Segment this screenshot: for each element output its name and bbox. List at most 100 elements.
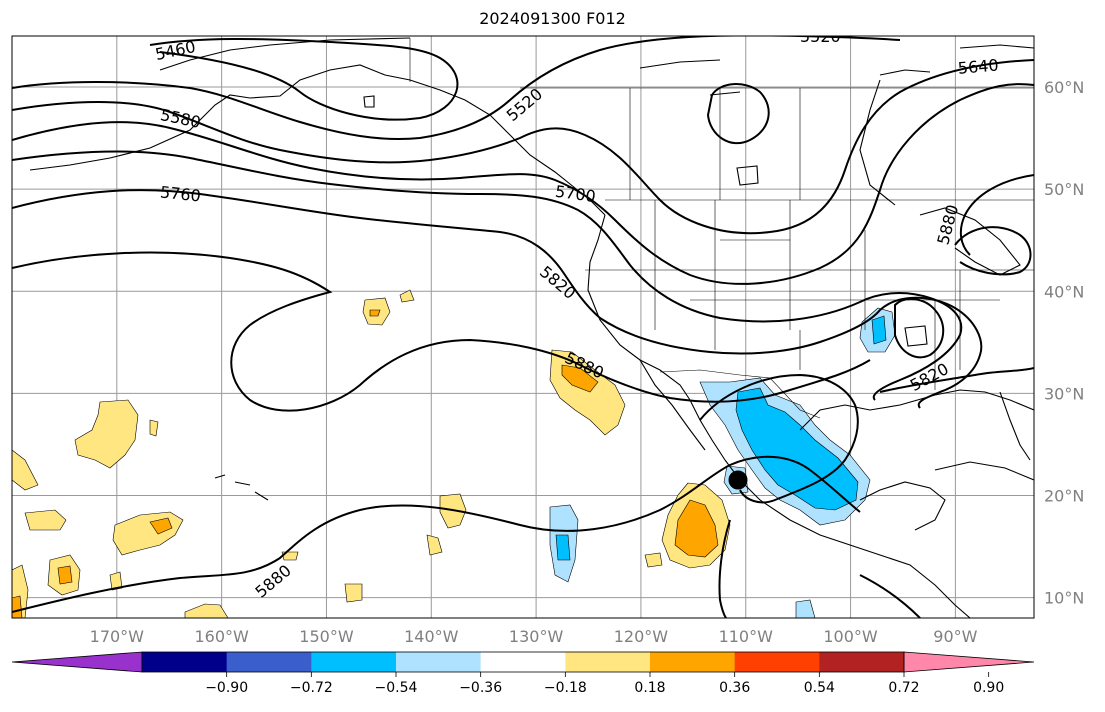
contour-5880-west [12, 455, 861, 613]
latitude-tick-label: 30°N [1044, 384, 1084, 403]
colorbar-tick-label: 0.90 [973, 680, 1004, 696]
colorbar-extend-high [903, 651, 1035, 673]
colorbar-tick-label: 0.18 [634, 680, 665, 696]
longitude-tick-label: 130°W [509, 627, 564, 646]
negative-anomaly-region [795, 599, 816, 618]
colorbar-segment [734, 652, 820, 672]
longitude-tick-label: 170°W [90, 627, 145, 646]
colorbar-tick-label: −0.72 [290, 680, 333, 696]
cuba [934, 461, 1034, 481]
positive-anomaly-region [426, 534, 443, 556]
latitude-tick-label: 60°N [1044, 78, 1084, 97]
contour-5820-east [879, 367, 1034, 393]
alaska-north-coast [159, 37, 411, 71]
colorbar-segment [819, 652, 905, 672]
contour-5880-south [718, 519, 921, 618]
longitude-tick-label: 100°W [823, 627, 878, 646]
contour-5460 [149, 37, 459, 121]
latitude-tick-label: 50°N [1044, 180, 1084, 199]
colorbar-segment [480, 652, 566, 672]
positive-anomaly-region [24, 509, 67, 531]
negative-anomaly-core [555, 534, 571, 561]
arctic-islands [639, 44, 1034, 96]
positive-anomaly-core [369, 309, 381, 317]
contour-5640 [12, 83, 1034, 285]
contour-label: 5520 [800, 27, 841, 46]
positive-anomaly-core [57, 565, 73, 585]
positive-anomaly-region [399, 289, 415, 303]
small-island [363, 95, 375, 108]
contour-5820-outer [12, 251, 871, 412]
longitude-tick-label: 110°W [719, 627, 774, 646]
contour-5520-north [12, 36, 901, 141]
positive-anomaly-region [344, 583, 363, 603]
colorbar-tick-label: −0.18 [544, 680, 587, 696]
colorbar-segment [226, 652, 312, 672]
colorbar-tick-label: 0.36 [719, 680, 750, 696]
contour-5880-east [894, 298, 945, 359]
hawaii-islands [214, 474, 269, 501]
plot-frame [11, 35, 1035, 619]
colorbar-segment [650, 652, 736, 672]
longitude-labels: 170°W 160°W 150°W 140°W 130°W 120°W 110°W 100°W… [90, 627, 978, 646]
small-island [736, 165, 759, 186]
negative-anomaly-core [871, 315, 887, 345]
storm-center-marker [728, 470, 748, 490]
mexico-coast [724, 459, 971, 618]
hudson-bay [859, 79, 896, 206]
contour-5700 [12, 150, 963, 401]
baja-peninsula [639, 359, 706, 451]
contour-5880-mexico [699, 373, 859, 504]
political-borders [409, 38, 1034, 419]
positive-anomaly-core [674, 499, 719, 558]
latitude-tick-label: 40°N [1044, 282, 1084, 301]
positive-anomaly-region [109, 571, 123, 591]
longitude-tick-label: 120°W [614, 627, 669, 646]
contour-5580-eastern [959, 174, 1034, 256]
us-mexico-border [659, 369, 821, 419]
positive-anomaly-region [184, 603, 229, 618]
contour-label: 5760 [159, 182, 201, 205]
positive-anomaly-region [281, 551, 299, 561]
colorbar-segment [142, 652, 228, 672]
positive-anomaly-region [149, 419, 159, 437]
positive-anomaly-region [12, 449, 39, 491]
height-contours [12, 36, 1034, 618]
colorbar-tick-label: −0.36 [459, 680, 502, 696]
colorbar-segment [396, 652, 482, 672]
latitude-labels: 60°N 50°N 40°N 30°N 20°N 10°N [1044, 78, 1084, 608]
colorbar-frame [141, 651, 905, 673]
canada-provinces [520, 87, 1034, 200]
alaska-coastline [29, 64, 606, 216]
colorbar-tick-label: −0.90 [205, 680, 248, 696]
positive-anomaly-core [12, 595, 23, 618]
colorbar-segment [565, 652, 651, 672]
yucatan [859, 481, 946, 531]
positive-anomaly-core [149, 517, 173, 535]
coastlines [29, 37, 1034, 618]
longitude-tick-label: 150°W [299, 627, 354, 646]
longitude-tick-label: 160°W [194, 627, 249, 646]
florida [999, 391, 1031, 461]
positive-anomaly-core [561, 364, 599, 393]
colorbar-extend-low [11, 651, 143, 673]
latitude-tick-label: 20°N [1044, 486, 1084, 505]
positive-anomaly-region [644, 552, 663, 568]
negative-anomaly-core [735, 387, 859, 511]
colorbar-tick-label: 0.54 [804, 680, 835, 696]
great-lakes [919, 207, 1021, 276]
gulf-coast [799, 389, 1034, 431]
colorbar-tick-label: 0.72 [888, 680, 919, 696]
map-title: 2024091300 F012 [479, 9, 626, 28]
contour-5760 [12, 189, 983, 409]
longitude-tick-label: 90°W [933, 627, 977, 646]
colorbar [11, 651, 1035, 673]
positive-anomaly-region [74, 399, 139, 469]
colorbar-segment [311, 652, 397, 672]
latitude-tick-label: 10°N [1044, 589, 1084, 608]
contour-5580 [12, 59, 1034, 235]
small-island [904, 325, 928, 347]
contour-5880-great-lakes [954, 226, 1032, 276]
colorbar-tick-label: −0.54 [375, 680, 418, 696]
